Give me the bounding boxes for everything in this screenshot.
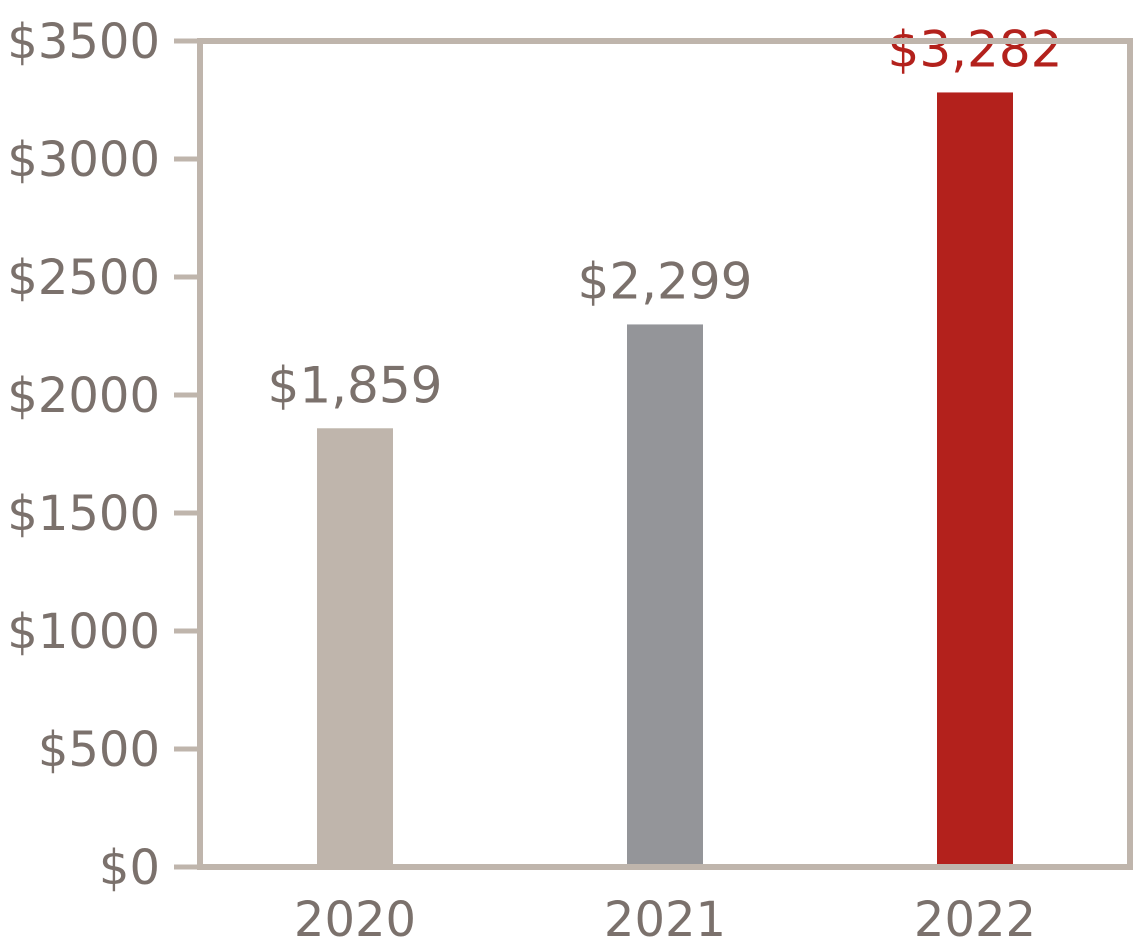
y-tick-label: $500 — [38, 722, 160, 778]
y-tick-label: $1500 — [7, 486, 160, 542]
y-tick-label: $1000 — [7, 604, 160, 660]
data-labels: $1,859 $2,299 $3,282 — [268, 20, 1063, 414]
data-label-2020: $1,859 — [268, 356, 443, 414]
x-axis-tick-labels: 2020 2021 2022 — [294, 892, 1036, 948]
y-axis-tick-labels: $0 $500 $1000 $1500 $2000 $2500 $3000 $3500 — [7, 14, 160, 896]
y-axis-ticks — [174, 38, 200, 870]
y-tick-label: $2000 — [7, 368, 160, 424]
y-tick-label: $3500 — [7, 14, 160, 70]
bar-2021 — [627, 324, 703, 867]
data-label-2022: $3,282 — [888, 20, 1063, 78]
y-tick-label: $3000 — [7, 132, 160, 188]
bar-2020 — [317, 428, 393, 867]
x-tick-label-2022: 2022 — [914, 892, 1036, 948]
y-tick-label: $2500 — [7, 250, 160, 306]
y-tick-label: $0 — [99, 840, 160, 896]
bar-2022 — [937, 92, 1013, 867]
x-tick-label-2021: 2021 — [604, 892, 726, 948]
bars — [317, 92, 1013, 867]
plot-frame — [197, 38, 1133, 870]
x-tick-label-2020: 2020 — [294, 892, 416, 948]
data-label-2021: $2,299 — [578, 252, 753, 310]
